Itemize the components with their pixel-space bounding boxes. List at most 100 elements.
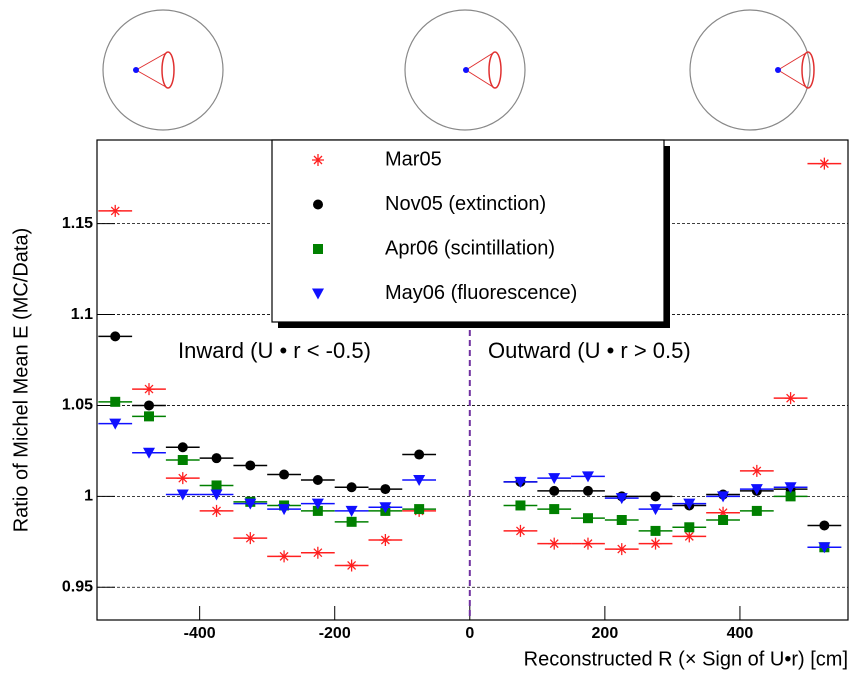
marker [245,460,256,471]
y-axis-label: Ratio of Michel Mean E (MC/Data) [10,228,32,533]
marker [683,530,696,543]
marker [581,471,594,483]
y-tick-label: 1.1 [71,306,93,323]
marker [379,534,392,546]
marker [717,491,730,503]
marker [650,525,661,536]
marker [312,288,324,300]
marker [649,504,662,516]
marker [278,504,291,516]
detector-diagrams [102,9,815,131]
ring [801,51,815,89]
y-tick-label: 0.95 [62,578,93,595]
series [98,331,842,531]
marker [211,480,222,491]
legend-label: Apr06 (scintillation) [385,237,555,259]
marker [514,524,527,537]
vertex [133,67,139,73]
marker [615,493,628,505]
marker [751,505,762,516]
detector-circle [102,9,224,131]
marker [414,449,425,460]
marker [818,542,831,554]
marker [313,199,323,210]
marker [177,455,188,465]
marker [581,537,594,550]
marker [549,485,560,496]
marker [278,550,291,563]
marker [819,520,830,531]
y-tick-label: 1 [84,488,93,505]
marker [718,515,729,525]
series [98,418,842,554]
marker [582,485,593,496]
marker [312,475,323,485]
legend-label: Nov05 (extinction) [385,193,546,215]
marker [176,472,189,485]
marker [582,513,593,524]
marker [210,489,223,501]
marker [210,504,223,517]
marker [683,498,696,510]
x-axis-label: Reconstructed R (× Sign of U•r) [cm] [524,648,848,670]
marker [616,515,627,525]
marker [244,532,257,545]
marker [413,475,426,486]
cone [465,52,494,88]
marker [110,396,121,407]
marker [345,559,358,572]
marker [346,482,357,493]
marker [615,543,628,556]
marker [177,442,188,453]
marker [785,491,796,502]
marker [784,392,797,405]
marker [548,473,561,485]
cone [135,52,167,88]
marker [649,537,662,550]
marker [144,400,155,411]
marker [312,505,323,516]
ring [488,51,502,89]
marker [144,411,155,422]
x-tick-label: 400 [727,625,754,642]
marker [379,502,392,514]
marker [312,154,324,166]
x-tick-label: 200 [592,625,619,642]
x-tick-label: -400 [184,625,216,642]
marker [109,204,122,217]
marker [346,516,357,527]
x-tick-label: 0 [465,625,474,642]
marker [514,476,527,488]
marker [110,331,121,342]
detector-circle [404,9,526,131]
marker [311,546,324,559]
legend-label: Mar05 [385,148,442,170]
vertex [775,67,781,73]
marker [717,506,730,519]
y-tick-label: 1.05 [62,397,93,414]
marker [818,157,831,170]
detector-circle [689,9,811,131]
marker [750,464,763,477]
marker [750,484,763,496]
marker [311,498,324,510]
marker [414,504,425,515]
marker [143,447,156,459]
annotation: Outward (U • r > 0.5) [488,338,691,363]
marker [548,537,561,550]
marker [313,244,323,254]
marker [549,504,560,515]
marker [345,505,358,517]
legend [271,139,665,323]
ring [161,51,175,89]
marker [650,491,661,502]
marker [515,500,526,511]
marker [380,484,391,495]
x-tick-label: -200 [319,625,351,642]
y-tick-label: 1.15 [62,215,93,232]
marker [684,522,695,533]
marker [176,489,189,501]
marker [211,453,222,464]
annotation: Inward (U • r < -0.5) [178,338,371,363]
